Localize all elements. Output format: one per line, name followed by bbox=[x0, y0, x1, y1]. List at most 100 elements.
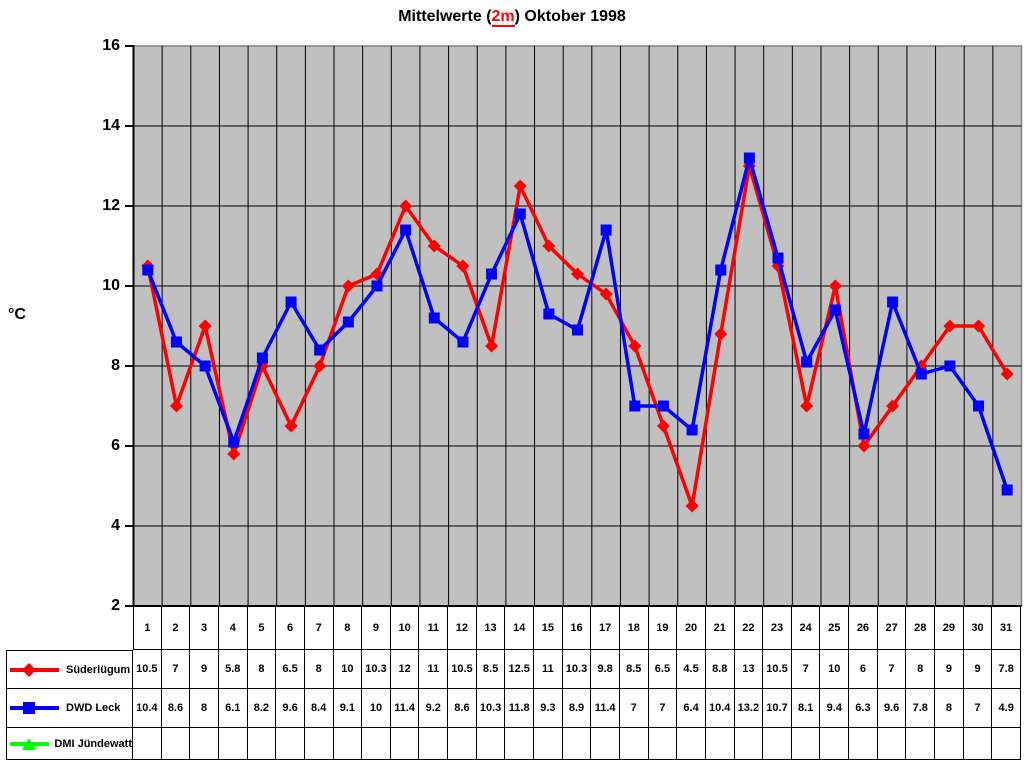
data-point-marker bbox=[828, 279, 842, 293]
data-point-marker bbox=[656, 419, 670, 433]
value-cell: 10.5 bbox=[763, 650, 792, 689]
day-header-cell: 6 bbox=[276, 606, 305, 650]
data-point-marker bbox=[457, 336, 469, 348]
value-cell: 9.6 bbox=[877, 689, 907, 728]
value-cell bbox=[648, 728, 678, 760]
data-point-marker bbox=[599, 287, 613, 301]
value-cell: 10 bbox=[820, 650, 850, 689]
data-point-marker bbox=[858, 428, 870, 440]
diamond-marker-icon bbox=[10, 662, 59, 677]
day-header-cell: 19 bbox=[648, 606, 678, 650]
value-cell bbox=[218, 728, 248, 760]
value-cell bbox=[448, 728, 477, 760]
data-point-marker bbox=[342, 316, 354, 328]
day-header-cell: 3 bbox=[190, 606, 219, 650]
value-cell: 6.4 bbox=[677, 689, 706, 728]
data-point-marker bbox=[572, 324, 583, 336]
data-point-marker bbox=[772, 252, 784, 264]
data-point-marker bbox=[743, 152, 755, 164]
value-cell bbox=[190, 728, 219, 760]
data-point-marker bbox=[944, 360, 956, 372]
value-cell: 8.5 bbox=[619, 650, 649, 689]
day-header-cell: 26 bbox=[849, 606, 878, 650]
day-header-cell: 14 bbox=[505, 606, 535, 650]
value-cell bbox=[734, 728, 764, 760]
day-header-cell: 30 bbox=[963, 606, 993, 650]
value-cell: 9.6 bbox=[276, 689, 305, 728]
value-cell bbox=[161, 728, 191, 760]
day-header-cell: 28 bbox=[906, 606, 936, 650]
day-header-cell: 12 bbox=[448, 606, 477, 650]
value-cell: 8 bbox=[247, 650, 277, 689]
value-cell: 6 bbox=[849, 650, 878, 689]
data-point-marker bbox=[427, 239, 441, 253]
value-cell bbox=[877, 728, 907, 760]
day-header-cell: 1 bbox=[133, 606, 162, 650]
legend-row-3: DMI Jündewatt bbox=[6, 728, 133, 760]
value-cell: 9.2 bbox=[419, 689, 449, 728]
y-axis-tick-label: 6 bbox=[111, 437, 120, 454]
value-cell: 8 bbox=[304, 650, 334, 689]
value-cell: 9.8 bbox=[591, 650, 620, 689]
value-cell bbox=[304, 728, 334, 760]
value-cell bbox=[534, 728, 563, 760]
value-cell bbox=[849, 728, 878, 760]
data-point-marker bbox=[686, 424, 698, 436]
value-cell bbox=[133, 728, 162, 760]
y-axis-tick-label: 12 bbox=[102, 197, 120, 214]
y-axis-tick-label: 14 bbox=[102, 117, 120, 134]
value-cell: 10.4 bbox=[705, 689, 735, 728]
value-cell: 7 bbox=[648, 689, 678, 728]
value-cell: 6.3 bbox=[849, 689, 878, 728]
value-cell: 9 bbox=[935, 650, 964, 689]
value-cell: 11 bbox=[534, 650, 563, 689]
legend-label: DMI Jündewatt bbox=[54, 737, 132, 750]
legend-label: DWD Leck bbox=[66, 702, 121, 714]
data-point-marker bbox=[943, 319, 957, 333]
value-cell: 10.7 bbox=[763, 689, 792, 728]
value-cell: 11.8 bbox=[505, 689, 535, 728]
data-point-marker bbox=[857, 439, 871, 453]
day-header-cell: 17 bbox=[591, 606, 620, 650]
value-cell: 7 bbox=[877, 650, 907, 689]
value-cell bbox=[619, 728, 649, 760]
triangle-marker-icon bbox=[10, 737, 50, 750]
data-point-marker bbox=[228, 436, 240, 448]
value-cell: 8 bbox=[906, 650, 936, 689]
data-point-marker bbox=[600, 224, 612, 236]
value-cell: 10.4 bbox=[133, 689, 162, 728]
value-cell: 10.3 bbox=[362, 650, 391, 689]
data-point-marker bbox=[284, 419, 298, 433]
value-cell: 8.6 bbox=[448, 689, 477, 728]
value-cell: 12.5 bbox=[505, 650, 535, 689]
data-point-marker bbox=[428, 312, 440, 324]
value-cell: 7 bbox=[963, 689, 993, 728]
data-point-marker bbox=[629, 400, 641, 412]
day-header-cell: 24 bbox=[791, 606, 821, 650]
value-cell: 6.5 bbox=[276, 650, 305, 689]
data-point-marker bbox=[513, 179, 527, 193]
day-header-cell: 13 bbox=[476, 606, 506, 650]
data-point-marker bbox=[715, 264, 727, 276]
value-cell: 7 bbox=[791, 650, 821, 689]
data-point-marker bbox=[285, 296, 297, 308]
value-cell: 4.5 bbox=[677, 650, 706, 689]
day-header-cell: 9 bbox=[362, 606, 391, 650]
day-header-cell: 15 bbox=[534, 606, 563, 650]
day-header-cell: 27 bbox=[877, 606, 907, 650]
data-point-marker bbox=[1000, 367, 1014, 381]
y-axis-tick-label: 16 bbox=[102, 37, 120, 54]
data-point-marker bbox=[628, 339, 642, 353]
value-cell: 10 bbox=[362, 689, 391, 728]
value-cell: 8 bbox=[190, 689, 219, 728]
value-cell: 13 bbox=[734, 650, 764, 689]
value-cell: 9 bbox=[963, 650, 993, 689]
data-point-marker bbox=[170, 336, 182, 348]
data-point-marker bbox=[399, 199, 413, 213]
day-header-cell: 10 bbox=[390, 606, 420, 650]
day-header-cell: 29 bbox=[935, 606, 964, 650]
value-cell bbox=[935, 728, 964, 760]
chart-title: Mittelwerte (2m) Oktober 1998 bbox=[0, 8, 1024, 27]
